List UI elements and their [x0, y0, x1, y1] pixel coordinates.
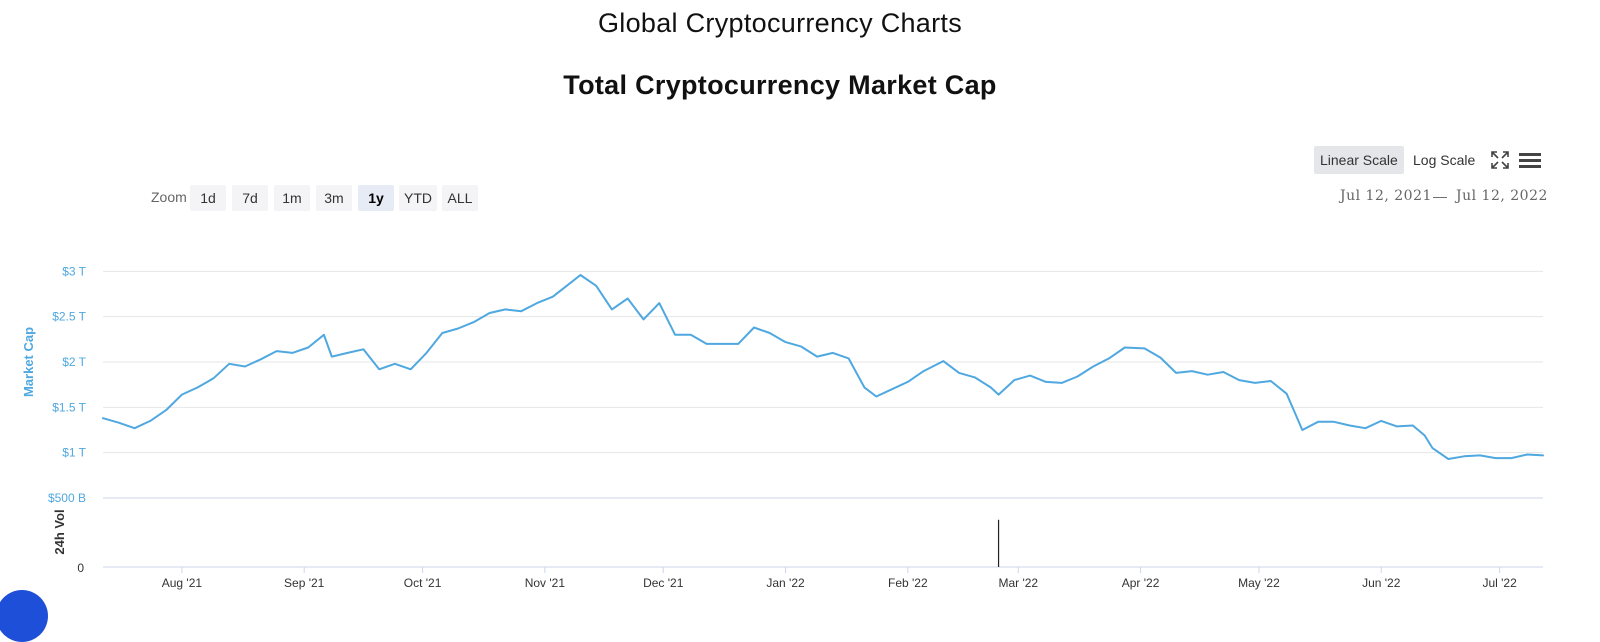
y-tick-label: $3 T: [62, 264, 86, 278]
y-tick-label: $1 T: [62, 446, 86, 460]
y-tick-label: $2.5 T: [52, 310, 86, 324]
x-tick-label: Feb '22: [888, 576, 928, 590]
x-tick-label: Oct '21: [404, 576, 442, 590]
hamburger-menu-icon[interactable]: [1518, 148, 1542, 172]
zoom-1d-button[interactable]: 1d: [190, 185, 226, 211]
chart-title: Total Cryptocurrency Market Cap: [563, 70, 997, 100]
x-tick-label: Jan '22: [766, 576, 805, 590]
series-layer: [102, 274, 1544, 460]
x-tick-label: May '22: [1238, 576, 1280, 590]
x-tick-label: Aug '21: [162, 576, 203, 590]
range-to-date[interactable]: Jul 12, 2022: [1456, 188, 1548, 204]
grid-lines: [103, 270, 1543, 568]
y-tick-label: $2 T: [62, 355, 86, 369]
volume-axis-zero: 0: [77, 561, 84, 575]
zoom-7d-button[interactable]: 7d: [232, 185, 268, 211]
x-tick-label: Dec '21: [643, 576, 684, 590]
zoom-ytd-button[interactable]: YTD: [399, 185, 437, 211]
x-tick-label: Sep '21: [284, 576, 325, 590]
zoom-all-button[interactable]: ALL: [442, 185, 478, 211]
y-axis-label: Market Cap: [21, 327, 36, 397]
x-tick-label: Jun '22: [1362, 576, 1401, 590]
page-title: Global Cryptocurrency Charts: [597, 8, 963, 38]
linear-scale-button[interactable]: Linear Scale: [1314, 146, 1404, 174]
x-axis-ticks: Aug '21 Sep '21 Oct '21 Nov '21 Dec '21 Jan '…: [162, 567, 1517, 590]
x-tick-label: Mar '22: [998, 576, 1038, 590]
x-tick-label: Nov '21: [525, 576, 566, 590]
y-tick-label: $1.5 T: [52, 400, 86, 414]
fullscreen-icon[interactable]: [1488, 148, 1512, 172]
x-tick-label: Jul '22: [1482, 576, 1517, 590]
y-axis-ticks: $500 B $1 T $1.5 T $2 T $2.5 T $3 T: [48, 264, 87, 505]
market-cap-line: [102, 274, 1544, 460]
log-scale-button[interactable]: Log Scale: [1413, 152, 1476, 168]
range-separator: —: [1433, 188, 1447, 204]
zoom-3m-button[interactable]: 3m: [316, 185, 352, 211]
zoom-label: Zoom: [151, 189, 187, 205]
zoom-1y-button[interactable]: 1y: [358, 185, 394, 211]
avatar[interactable]: [0, 590, 48, 642]
y-tick-label: $500 B: [48, 491, 86, 505]
zoom-1m-button[interactable]: 1m: [274, 185, 310, 211]
market-cap-chart[interactable]: $500 B $1 T $1.5 T $2 T $2.5 T $3 T Market Ca…: [0, 0, 1600, 608]
range-from-date[interactable]: Jul 12, 2021: [1340, 188, 1432, 204]
x-tick-label: Apr '22: [1122, 576, 1160, 590]
volume-axis-label: 24h Vol: [52, 509, 67, 554]
